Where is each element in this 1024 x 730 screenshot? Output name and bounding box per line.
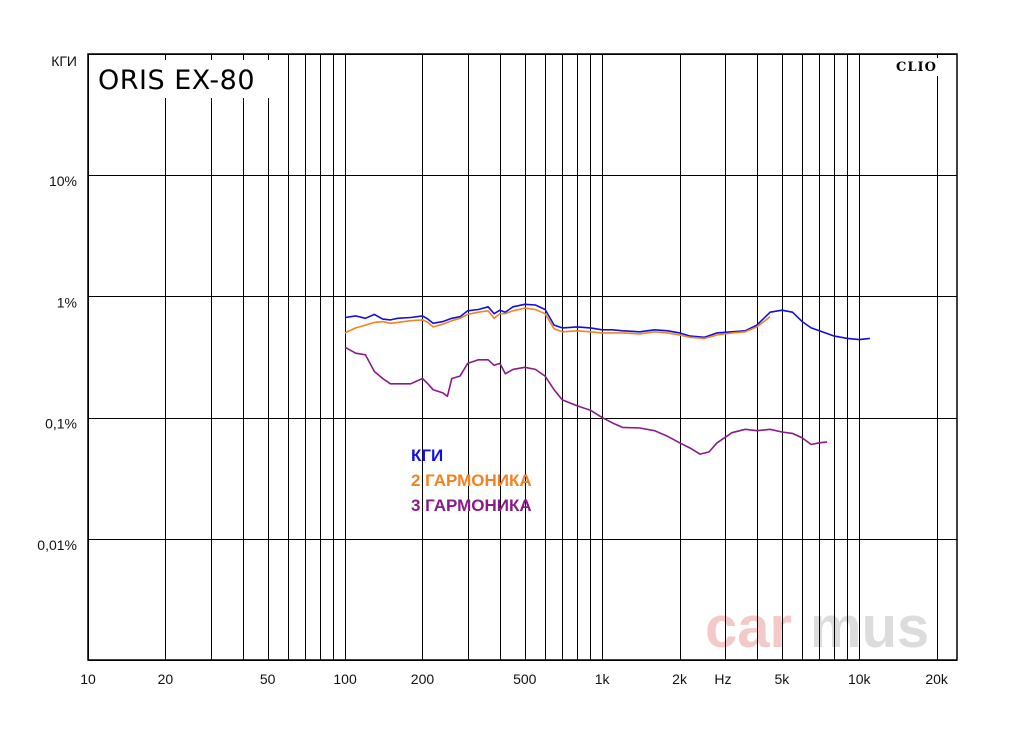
watermark-part-car: car <box>705 595 792 660</box>
carmus-watermark: car mus <box>705 595 929 660</box>
x-tick-label: 10k <box>848 671 872 687</box>
x-tick-label: 200 <box>411 671 435 687</box>
x-tick-label: 2k <box>672 671 688 687</box>
legend-3rd-harmonic: 3 ГАРМОНИКА <box>411 496 532 515</box>
axis-tick-labels: 10 20 50 100 200 500 1k 2k 5k 10k 20k Hz КГИ 10% 1% 0,1… <box>37 53 949 687</box>
legend-2nd-harmonic: 2 ГАРМОНИКА <box>411 471 532 490</box>
plot-frame <box>87 53 958 661</box>
x-tick-label: 20 <box>158 671 174 687</box>
series-line-1 <box>344 303 870 341</box>
series-line-2 <box>344 307 771 340</box>
y-tick-label: 1% <box>57 294 77 310</box>
product-title: ORIS EX-80 <box>98 65 255 96</box>
chart-legend: КГИ 2 ГАРМОНИКА 3 ГАРМОНИКА <box>411 446 532 515</box>
x-tick-label: 5k <box>774 671 790 687</box>
x-tick-label: 500 <box>513 671 537 687</box>
y-tick-label: 10% <box>49 173 77 189</box>
legend-thd: КГИ <box>411 446 443 465</box>
brand-backdrop <box>892 58 942 76</box>
x-tick-label: 10 <box>80 671 96 687</box>
x-tick-label: 20k <box>925 671 949 687</box>
x-tick-label: 1k <box>595 671 611 687</box>
series-lines <box>344 303 870 455</box>
clio-brand-label: CLIO <box>896 60 937 75</box>
y-tick-label: КГИ <box>51 53 77 69</box>
x-unit-label: Hz <box>714 671 731 687</box>
title-backdrop <box>93 60 269 98</box>
x-tick-label: 50 <box>260 671 276 687</box>
y-tick-label: 0,1% <box>45 416 77 432</box>
watermark-part-mus: mus <box>810 595 929 660</box>
y-tick-label: 0,01% <box>37 537 77 553</box>
x-tick-label: 100 <box>333 671 357 687</box>
series-line-3 <box>344 346 828 455</box>
